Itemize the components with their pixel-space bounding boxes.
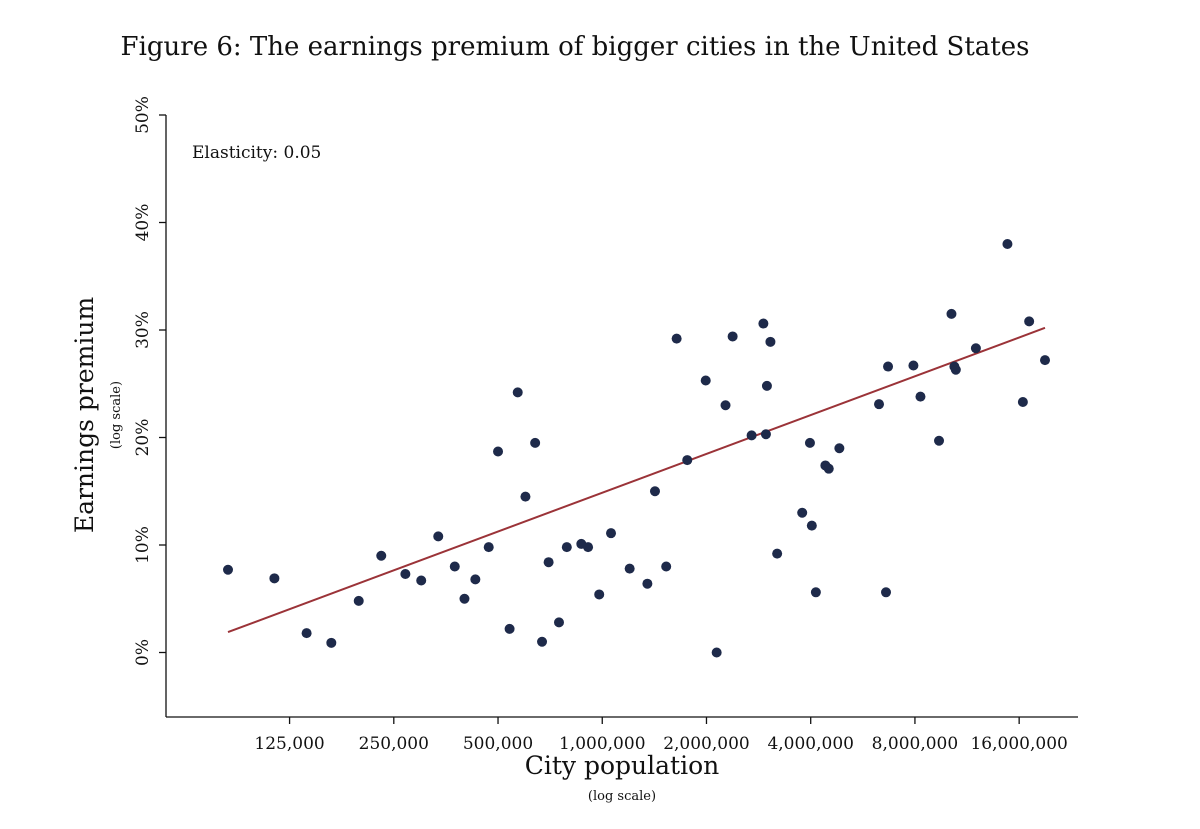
data-point [376, 550, 387, 561]
data-point [553, 617, 564, 628]
x-tick-label: 1,000,000 [559, 734, 646, 754]
y-axis-subtitle: (log scale) [109, 381, 124, 449]
data-point [946, 308, 957, 319]
y-tick-label: 50% [133, 96, 153, 134]
data-point [223, 564, 233, 575]
y-tick-label: 40% [133, 204, 153, 242]
data-point [874, 399, 885, 410]
data-point [483, 542, 494, 553]
data-point [661, 561, 672, 572]
x-tick-label: 4,000,000 [767, 734, 854, 754]
data-point [543, 557, 554, 568]
data-point [433, 531, 444, 542]
data-point [758, 318, 769, 329]
data-point [624, 563, 635, 574]
data-point [606, 528, 617, 539]
data-point [649, 486, 660, 497]
data-point [671, 333, 682, 344]
data-point [934, 435, 945, 446]
data-points [223, 239, 1050, 658]
data-point [1040, 355, 1050, 366]
data-point [881, 587, 892, 598]
data-point [810, 587, 821, 598]
data-point [269, 573, 280, 584]
data-point [1024, 316, 1035, 327]
data-point [950, 364, 961, 375]
data-point [520, 491, 531, 502]
data-point [772, 548, 783, 559]
x-axis-ticks: 125,000 250,000 500,000 1,000,000 2,000,000 4… [254, 717, 1068, 754]
data-point [727, 331, 738, 342]
data-point [537, 636, 548, 647]
fit-line [227, 326, 1046, 634]
data-point [765, 336, 776, 347]
data-point [1002, 239, 1013, 249]
data-point [806, 520, 817, 531]
data-point [594, 589, 605, 600]
data-point [682, 455, 693, 466]
data-point [449, 561, 460, 572]
data-point [326, 637, 337, 648]
plot-area: 0%10%20%30%40%50% 125,000 250,000 500,000 1… [133, 96, 1078, 754]
x-axis-title: City population [525, 751, 720, 780]
data-point [416, 575, 427, 586]
x-tick-label: 500,000 [463, 734, 533, 754]
data-point [353, 595, 364, 606]
data-point [561, 542, 572, 553]
data-point [761, 380, 772, 391]
y-tick-label: 0% [133, 639, 153, 666]
data-point [760, 429, 771, 440]
data-point [493, 446, 504, 457]
data-point [797, 507, 808, 518]
x-tick-label: 16,000,000 [970, 734, 1067, 754]
data-point [301, 628, 312, 639]
data-point [804, 437, 815, 448]
data-point [530, 437, 541, 448]
data-point [459, 593, 470, 604]
chart-title: Figure 6: The earnings premium of bigger… [121, 32, 1030, 62]
data-point [700, 375, 711, 386]
data-point [642, 578, 653, 589]
data-point [512, 387, 523, 398]
data-point [583, 542, 594, 553]
x-tick-label: 250,000 [359, 734, 429, 754]
data-point [400, 569, 411, 580]
data-point [823, 463, 834, 474]
data-point [834, 443, 845, 454]
data-point [746, 430, 757, 441]
data-point [470, 574, 481, 585]
x-tick-label: 125,000 [254, 734, 324, 754]
data-point [883, 361, 894, 372]
x-axis-subtitle: (log scale) [588, 789, 656, 804]
data-point [504, 623, 515, 634]
y-axis-ticks: 0% 10% 20% 30% 40% 50% [133, 96, 166, 666]
data-point [720, 400, 731, 411]
y-tick-label: 30% [133, 311, 153, 349]
data-point [711, 647, 722, 658]
y-axis-title: Earnings premium [70, 297, 99, 534]
data-point [908, 360, 919, 371]
data-point [970, 343, 981, 354]
x-tick-label: 8,000,000 [872, 734, 959, 754]
x-tick-label: 2,000,000 [663, 734, 750, 754]
elasticity-annotation: Elasticity: 0.05 [192, 143, 321, 163]
data-point [915, 391, 926, 402]
data-point [1017, 397, 1028, 408]
y-tick-label: 10% [133, 526, 153, 564]
y-tick-label: 20% [133, 419, 153, 457]
